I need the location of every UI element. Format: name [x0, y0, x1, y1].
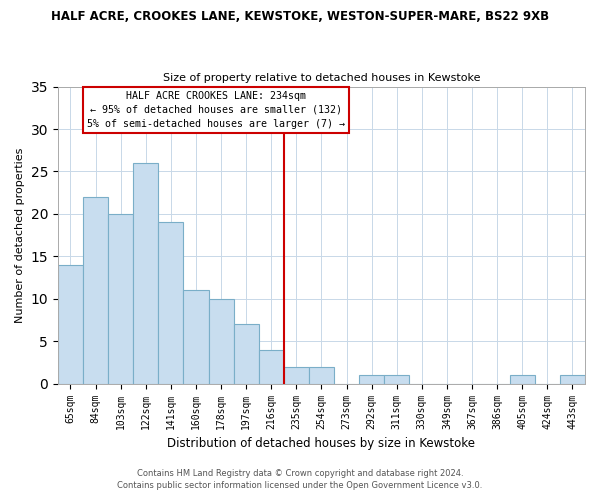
Bar	[510, 375, 535, 384]
Bar	[560, 375, 585, 384]
Bar	[184, 290, 209, 384]
Text: Contains HM Land Registry data © Crown copyright and database right 2024.
Contai: Contains HM Land Registry data © Crown c…	[118, 468, 482, 490]
X-axis label: Distribution of detached houses by size in Kewstoke: Distribution of detached houses by size …	[167, 437, 475, 450]
Bar	[83, 197, 108, 384]
Bar	[133, 163, 158, 384]
Bar	[158, 222, 184, 384]
Bar	[259, 350, 284, 384]
Bar	[384, 375, 409, 384]
Bar	[359, 375, 384, 384]
Text: HALF ACRE CROOKES LANE: 234sqm
← 95% of detached houses are smaller (132)
5% of : HALF ACRE CROOKES LANE: 234sqm ← 95% of …	[87, 91, 345, 129]
Bar	[233, 324, 259, 384]
Y-axis label: Number of detached properties: Number of detached properties	[15, 148, 25, 323]
Bar	[58, 265, 83, 384]
Text: HALF ACRE, CROOKES LANE, KEWSTOKE, WESTON-SUPER-MARE, BS22 9XB: HALF ACRE, CROOKES LANE, KEWSTOKE, WESTO…	[51, 10, 549, 23]
Bar	[309, 366, 334, 384]
Title: Size of property relative to detached houses in Kewstoke: Size of property relative to detached ho…	[163, 73, 480, 83]
Bar	[284, 366, 309, 384]
Bar	[209, 299, 233, 384]
Bar	[108, 214, 133, 384]
